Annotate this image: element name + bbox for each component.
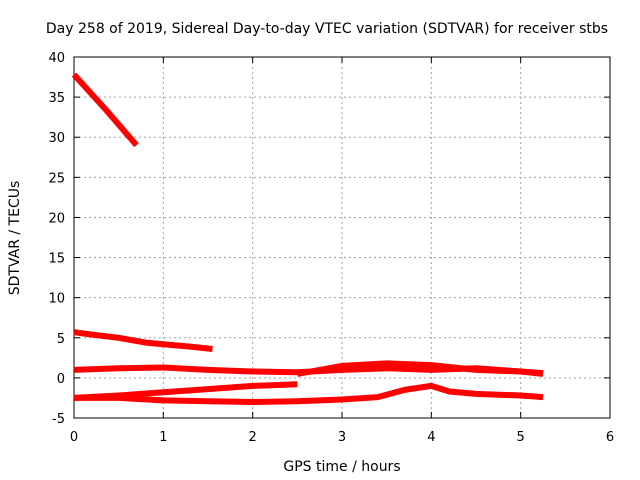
y-tick-label: 15 [48, 252, 65, 267]
series-line-6 [74, 382, 544, 405]
chart-title: Day 258 of 2019, Sidereal Day-to-day VTE… [46, 21, 608, 37]
x-tick-label: 4 [427, 430, 435, 445]
y-tick-label: 0 [57, 372, 65, 387]
x-tick-label: 6 [606, 430, 614, 445]
y-tick-label: 35 [48, 91, 65, 106]
x-axis-label: GPS time / hours [283, 459, 400, 475]
x-tick-label: 5 [517, 430, 525, 445]
x-tick-label: 0 [70, 430, 78, 445]
y-tick-label: -5 [52, 412, 65, 427]
y-tick-label: 20 [48, 211, 65, 226]
series-line-4 [296, 360, 544, 377]
axis-ticks: 0 1 2 3 4 5 6 -5 0 5 10 15 20 25 30 35 40 [48, 51, 614, 445]
x-tick-label: 2 [249, 430, 257, 445]
series-group [71, 72, 544, 405]
y-tick-label: 10 [48, 292, 65, 307]
y-axis-label: SDTVAR / TECUs [7, 181, 23, 296]
y-tick-label: 5 [57, 332, 65, 347]
grid-lines [74, 57, 610, 418]
y-tick-label: 40 [48, 51, 65, 66]
series-line-2 [73, 329, 213, 352]
y-tick-label: 25 [48, 171, 65, 186]
x-tick-label: 3 [338, 430, 346, 445]
series-line-1 [71, 72, 139, 148]
x-tick-label: 1 [159, 430, 167, 445]
y-tick-label: 30 [48, 131, 65, 146]
